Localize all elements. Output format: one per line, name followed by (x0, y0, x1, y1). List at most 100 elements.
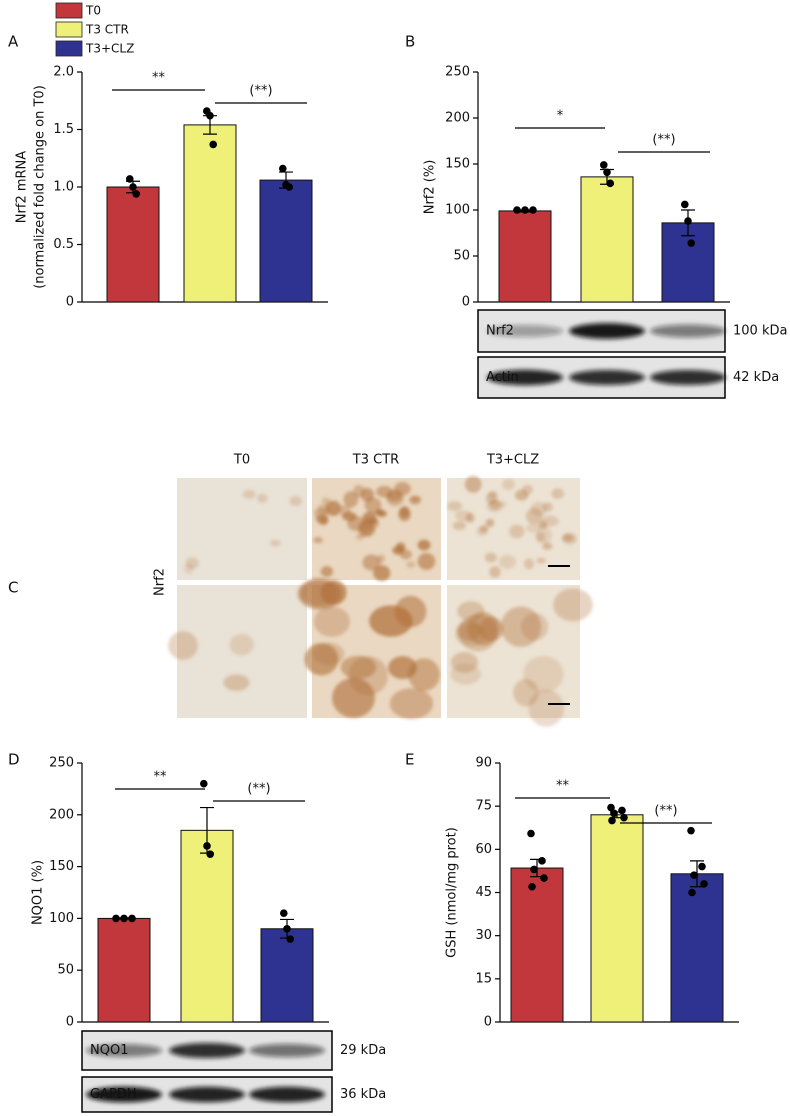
cell (447, 501, 463, 512)
cell (455, 510, 473, 522)
cell (486, 500, 504, 513)
cell (513, 678, 539, 707)
legend-label: T3 CTR (85, 23, 129, 37)
blot-label: Actin (486, 370, 519, 385)
cell (551, 488, 565, 499)
cell (289, 495, 302, 507)
y-tick-label: 0 (484, 1015, 492, 1030)
significance-label: ** (152, 71, 166, 86)
cell (553, 588, 593, 622)
bar (590, 814, 644, 1023)
y-tick-label: 250 (49, 756, 74, 771)
cell (417, 552, 436, 571)
band (86, 1086, 162, 1103)
y-tick-label: 50 (57, 963, 74, 978)
significance-label: ** (556, 779, 570, 794)
column-label: T0 (233, 453, 250, 468)
cells (184, 489, 302, 574)
significance-label: (**) (652, 133, 675, 148)
cells (447, 475, 577, 578)
panel-letter: C (8, 579, 18, 597)
panel-letter: B (405, 33, 415, 51)
band (569, 369, 645, 386)
data-point (529, 206, 537, 214)
cell (484, 552, 497, 563)
y-tick-label: 100 (445, 203, 470, 218)
data-point (698, 862, 706, 871)
cell (297, 578, 342, 610)
y-tick-label: 200 (49, 807, 74, 822)
cell (317, 503, 331, 515)
band (487, 369, 563, 386)
blot-size: 29 kDa (340, 1043, 386, 1058)
data-point (527, 829, 535, 838)
cell (464, 475, 482, 493)
y-tick-label: 0 (66, 1015, 74, 1030)
cell (395, 542, 406, 552)
y-tick-label: 250 (445, 65, 470, 80)
cell (376, 485, 393, 498)
data-point (603, 168, 611, 177)
data-point (112, 914, 120, 923)
cell (562, 533, 574, 542)
blot-label: NQO1 (90, 1043, 128, 1058)
bar (510, 867, 564, 1023)
data-point (129, 183, 137, 191)
band (249, 1043, 325, 1058)
cell (269, 539, 281, 547)
data-point (285, 183, 294, 191)
cell (523, 558, 535, 570)
cell (343, 491, 359, 508)
cell (488, 490, 498, 498)
cell (417, 539, 431, 551)
cell (455, 623, 487, 647)
y-tick-label: 30 (475, 928, 492, 943)
bar (183, 124, 237, 303)
panel-letter: A (8, 33, 19, 51)
data-point (688, 888, 696, 897)
bands (487, 369, 726, 386)
cell (313, 606, 351, 637)
cell (374, 509, 385, 516)
data-point (600, 161, 608, 169)
cell (479, 524, 489, 533)
data-point (209, 140, 217, 149)
cell (542, 542, 553, 550)
cell (399, 549, 412, 560)
cell (526, 523, 540, 533)
cell (342, 511, 357, 521)
cell (399, 506, 410, 517)
y-tick-label: 75 (475, 799, 492, 814)
bar (106, 186, 160, 303)
cell (332, 677, 376, 718)
y-tick-label: 2.0 (53, 65, 74, 80)
data-point (200, 779, 208, 788)
panel-letter: E (405, 751, 414, 769)
cell (315, 514, 329, 524)
data-point (528, 882, 536, 891)
data-point (128, 914, 136, 923)
bar (259, 179, 313, 303)
legend-swatch (55, 21, 83, 38)
bar (498, 210, 552, 303)
data-point (120, 914, 128, 923)
data-point (681, 200, 689, 209)
significance-label: * (557, 109, 564, 124)
cell (359, 525, 371, 534)
bar (670, 873, 724, 1023)
blot-size: 42 kDa (733, 370, 779, 385)
blot-label: GAPDH (90, 1087, 137, 1102)
bar (580, 176, 634, 303)
cell (360, 487, 374, 502)
data-point (206, 850, 214, 858)
cell (457, 601, 485, 622)
legend-label: T3+CLZ (85, 42, 134, 56)
cells (450, 588, 593, 727)
y-tick-label: 1.5 (53, 122, 74, 137)
cell (509, 524, 525, 539)
cell (450, 651, 479, 673)
data-point (606, 179, 614, 188)
y-tick-label: 150 (49, 859, 74, 874)
y-tick-label: 150 (445, 157, 470, 172)
